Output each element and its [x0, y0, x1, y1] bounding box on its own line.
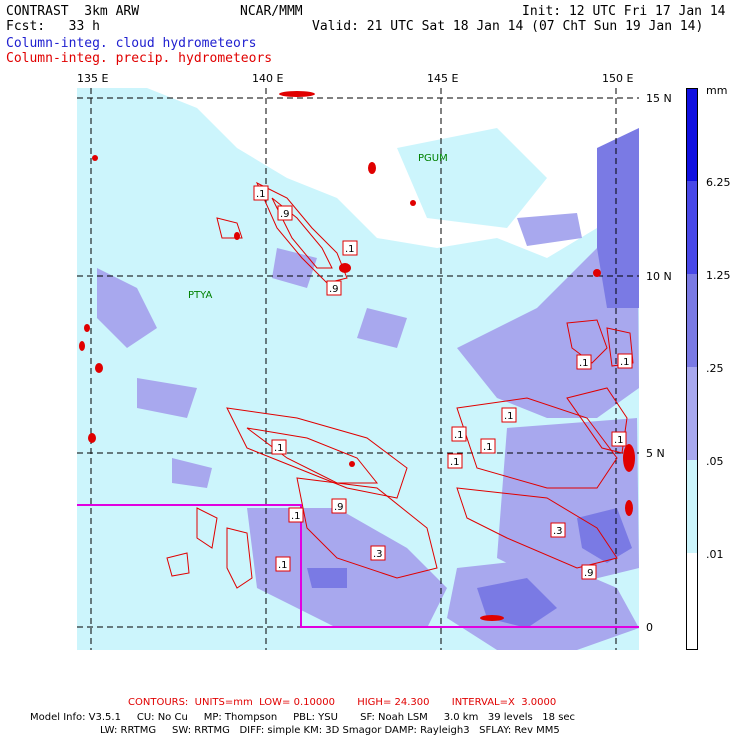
- contour-label: .1: [483, 442, 493, 453]
- legend-label: .01: [706, 548, 724, 561]
- forecast-hour: Fcst: 33 h: [6, 19, 100, 34]
- physics-info: LW: RRTMG SW: RRTMG DIFF: simple KM: 3D …: [100, 725, 560, 736]
- contour-label: .1: [278, 560, 288, 571]
- contour-label: .1: [274, 443, 284, 454]
- lat-label: 5 N: [646, 447, 665, 460]
- color-legend: [686, 88, 698, 650]
- lat-label: 10 N: [646, 270, 672, 283]
- contour-label: .9: [584, 568, 594, 579]
- contour-info: CONTOURS: UNITS=mm LOW= 0.10000 HIGH= 24…: [128, 697, 557, 708]
- lat-label: 15 N: [646, 92, 672, 105]
- contour-label-box: [275, 556, 291, 572]
- contour-label: .1: [614, 435, 624, 446]
- legend-swatch: [687, 89, 697, 181]
- legend-label: .25: [706, 362, 724, 375]
- contour-label: .1: [450, 457, 460, 468]
- contour-label-box: [288, 507, 304, 523]
- field-precip-label: Column-integ. precip. hydrometeors: [6, 51, 273, 66]
- contour-label-box: [480, 438, 496, 454]
- contour-label-box: [501, 407, 517, 423]
- contour-label: .1: [256, 189, 266, 200]
- contour-label-box: [576, 354, 592, 370]
- contour-label-box: [550, 522, 566, 538]
- precip-cells: [79, 91, 635, 621]
- lon-label: 150 E: [602, 72, 634, 85]
- legend-swatch: [687, 274, 697, 367]
- lon-label: 135 E: [77, 72, 109, 85]
- legend-swatch: [687, 460, 697, 553]
- lon-label: 140 E: [252, 72, 284, 85]
- contour-label: .3: [553, 526, 563, 537]
- contour-label: .3: [373, 549, 383, 560]
- contour-label-box: [277, 205, 293, 221]
- contour-label-box: [342, 240, 358, 256]
- contour-label-box: [611, 431, 627, 447]
- inner-domain-boundary: [77, 504, 639, 628]
- model-info: Model Info: V3.5.1 CU: No Cu MP: Thompso…: [30, 712, 576, 723]
- contour-label-box: [451, 426, 467, 442]
- contour-label: .1: [454, 430, 464, 441]
- contour-label-box: [617, 353, 633, 369]
- contour-label: .1: [504, 411, 514, 422]
- contour-label-box: [326, 280, 342, 296]
- contour-label-box: [271, 439, 287, 455]
- contour-label: .9: [329, 284, 339, 295]
- contour-label-box: [370, 545, 386, 561]
- legend-swatch: [687, 181, 697, 274]
- precip-contours: [166, 181, 634, 589]
- contour-label-box: [331, 498, 347, 514]
- contour-label: .1: [345, 244, 355, 255]
- valid-time: Valid: 21 UTC Sat 18 Jan 14 (07 ChT Sun …: [312, 19, 704, 34]
- field-cloud-label: Column-integ. cloud hydrometeors: [6, 36, 257, 51]
- contour-label-group: .1 .9 .1 .9 .1 .1 .1 .1 .1 .1 .1 .9 .1 .3 .1 .3 .9 .1: [253, 185, 633, 580]
- legend-label: 6.25: [706, 176, 731, 189]
- lat-label: 0: [646, 621, 653, 634]
- contour-label-box: [581, 564, 597, 580]
- station-label: PGUM: [418, 153, 448, 164]
- contour-label: .9: [280, 209, 290, 220]
- station-label: PTYA: [188, 290, 212, 301]
- contour-label: .1: [291, 511, 301, 522]
- contour-label: .1: [620, 357, 630, 368]
- legend-label: .05: [706, 455, 724, 468]
- center-name: NCAR/MMM: [240, 4, 303, 19]
- legend-swatch: [687, 553, 697, 649]
- init-time: Init: 12 UTC Fri 17 Jan 14: [522, 4, 726, 19]
- contour-label: .1: [579, 358, 589, 369]
- model-title: CONTRAST 3km ARW: [6, 4, 140, 19]
- map-panel: PGUM PTYA .1.9.1.9.1.1.1.1.1.1.1.9.1.3.1…: [77, 88, 639, 650]
- contour-label-box: [253, 185, 269, 201]
- legend-label: 1.25: [706, 269, 731, 282]
- contour-label: .9: [334, 502, 344, 513]
- legend-unit: mm: [706, 84, 728, 97]
- contour-label-box: [447, 453, 463, 469]
- legend-swatch: [687, 367, 697, 460]
- lon-label: 145 E: [427, 72, 459, 85]
